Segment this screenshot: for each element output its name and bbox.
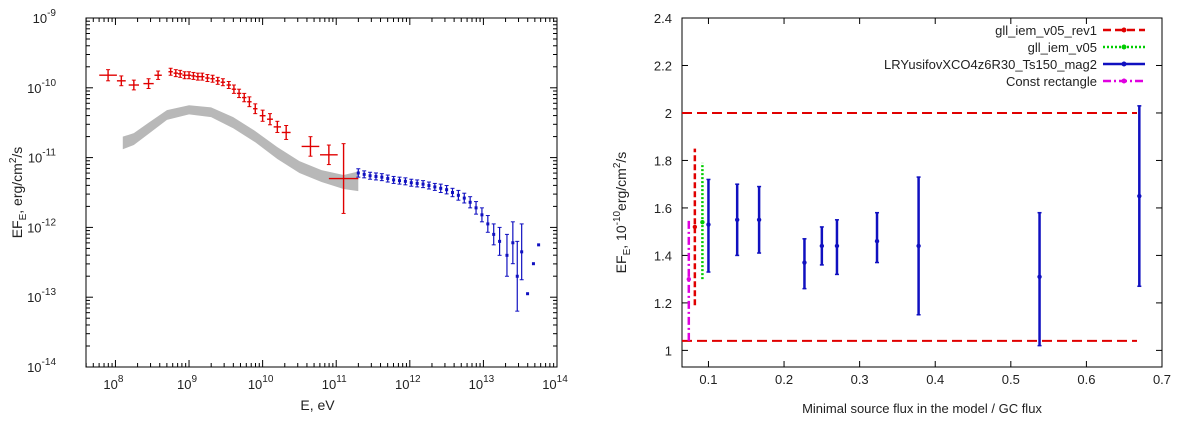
y-tick-label: 1.2 xyxy=(654,296,672,311)
x-tick-label: 109 xyxy=(177,374,197,392)
data-point xyxy=(686,276,692,282)
x-axis-label: E, eV xyxy=(300,397,335,413)
y-tick-label: 10-9 xyxy=(33,8,57,26)
blue-point xyxy=(445,188,449,192)
y-axis-label: EFE, 10-10erg/cm2/s xyxy=(612,152,633,274)
blue-point xyxy=(433,185,437,189)
blue-point xyxy=(531,262,535,266)
data-point xyxy=(756,217,762,223)
blue-point xyxy=(486,222,490,226)
data-point xyxy=(734,217,740,223)
blue-point xyxy=(474,206,478,210)
blue-point xyxy=(498,239,502,243)
x-tick-label: 0.6 xyxy=(1077,372,1095,387)
x-tick-label: 0.4 xyxy=(926,372,944,387)
legend-label: Const rectangle xyxy=(1006,74,1097,89)
x-tick-label: 0.1 xyxy=(699,372,717,387)
legend-marker xyxy=(1121,78,1127,84)
right-chart: 0.1 0.2 0.3 0.4 0.5 0.6 0.7 1 1.2 1.4 1.6 1.8 2 2.2 2.… xyxy=(612,11,1171,416)
plot-frame xyxy=(85,17,558,368)
legend-marker xyxy=(1121,61,1127,67)
data-point xyxy=(706,222,711,227)
data-point xyxy=(802,260,807,265)
x-tick-label: 0.3 xyxy=(851,372,869,387)
blue-point xyxy=(537,243,541,247)
blue-point xyxy=(409,181,413,185)
x-tick-label: 1013 xyxy=(469,374,495,392)
y-tick-label: 10-11 xyxy=(28,148,57,166)
y-tick-label: 1.6 xyxy=(654,201,672,216)
y-tick-label: 1.8 xyxy=(654,153,672,168)
model-band xyxy=(122,105,359,192)
y-tick-label: 10-10 xyxy=(27,78,56,96)
x-tick-label: 0.5 xyxy=(1002,372,1020,387)
blue-point xyxy=(398,179,402,183)
blue-point xyxy=(374,174,378,178)
blue-point xyxy=(362,172,366,176)
blue-point xyxy=(520,250,524,254)
y-tick-label: 10-13 xyxy=(27,287,56,305)
x-tick-label: 1012 xyxy=(395,374,421,392)
blue-point xyxy=(421,182,425,186)
legend-label: LRYusifovXCO4z6R30_Ts150_mag2 xyxy=(884,57,1097,72)
data-point xyxy=(700,219,705,225)
x-tick-label: 1011 xyxy=(322,374,347,392)
y-tick-label: 10-14 xyxy=(27,357,56,375)
x-tick-label: 108 xyxy=(103,374,123,392)
blue-point xyxy=(456,193,460,197)
left-chart: 108 109 1010 1011 1012 1013 1014 10-14 10-13 10-1… xyxy=(8,8,568,413)
x-axis-label: Minimal source flux in the model / GC fl… xyxy=(802,401,1042,416)
blue-point xyxy=(468,200,472,204)
data-point xyxy=(819,243,825,249)
legend-marker xyxy=(1121,27,1127,33)
blue-point xyxy=(439,186,443,190)
y-tick-label: 2 xyxy=(665,106,672,121)
y-tick-label: 1 xyxy=(665,343,672,358)
data-point xyxy=(692,224,698,230)
blue-point xyxy=(368,174,372,178)
data-point xyxy=(1037,274,1042,279)
legend-marker xyxy=(1121,44,1127,50)
x-tick-label: 1014 xyxy=(542,374,568,392)
blue-point xyxy=(403,179,407,183)
y-tick-label: 10-12 xyxy=(27,217,56,235)
data-point xyxy=(1137,193,1142,199)
data-point xyxy=(916,243,921,249)
blue-point xyxy=(526,292,530,296)
data-point xyxy=(874,238,880,244)
x-tick-label: 0.2 xyxy=(775,372,793,387)
y-axis-label: EFE, erg/cm2/s xyxy=(8,147,29,239)
blue-point xyxy=(380,175,384,179)
blue-point xyxy=(515,274,519,278)
x-tick-label: 0.7 xyxy=(1153,372,1171,387)
blue-point xyxy=(480,213,484,217)
blue-point xyxy=(392,178,396,182)
data-point xyxy=(834,243,840,249)
blue-point xyxy=(450,191,454,194)
blue-point xyxy=(511,241,515,245)
blue-point xyxy=(505,253,509,257)
y-tick-label: 1.4 xyxy=(654,248,672,263)
blue-point xyxy=(386,177,390,181)
legend-label: gll_iem_v05_rev1 xyxy=(995,23,1097,38)
legend-label: gll_iem_v05 xyxy=(1028,40,1097,55)
blue-point xyxy=(356,171,360,175)
blue-point xyxy=(492,232,496,236)
blue-point xyxy=(415,181,419,185)
x-tick-label: 1010 xyxy=(248,374,274,392)
blue-point xyxy=(462,196,466,200)
y-tick-label: 2.4 xyxy=(654,11,672,26)
plot-frame xyxy=(681,17,1163,368)
y-tick-label: 2.2 xyxy=(654,58,672,73)
blue-point xyxy=(427,184,431,188)
